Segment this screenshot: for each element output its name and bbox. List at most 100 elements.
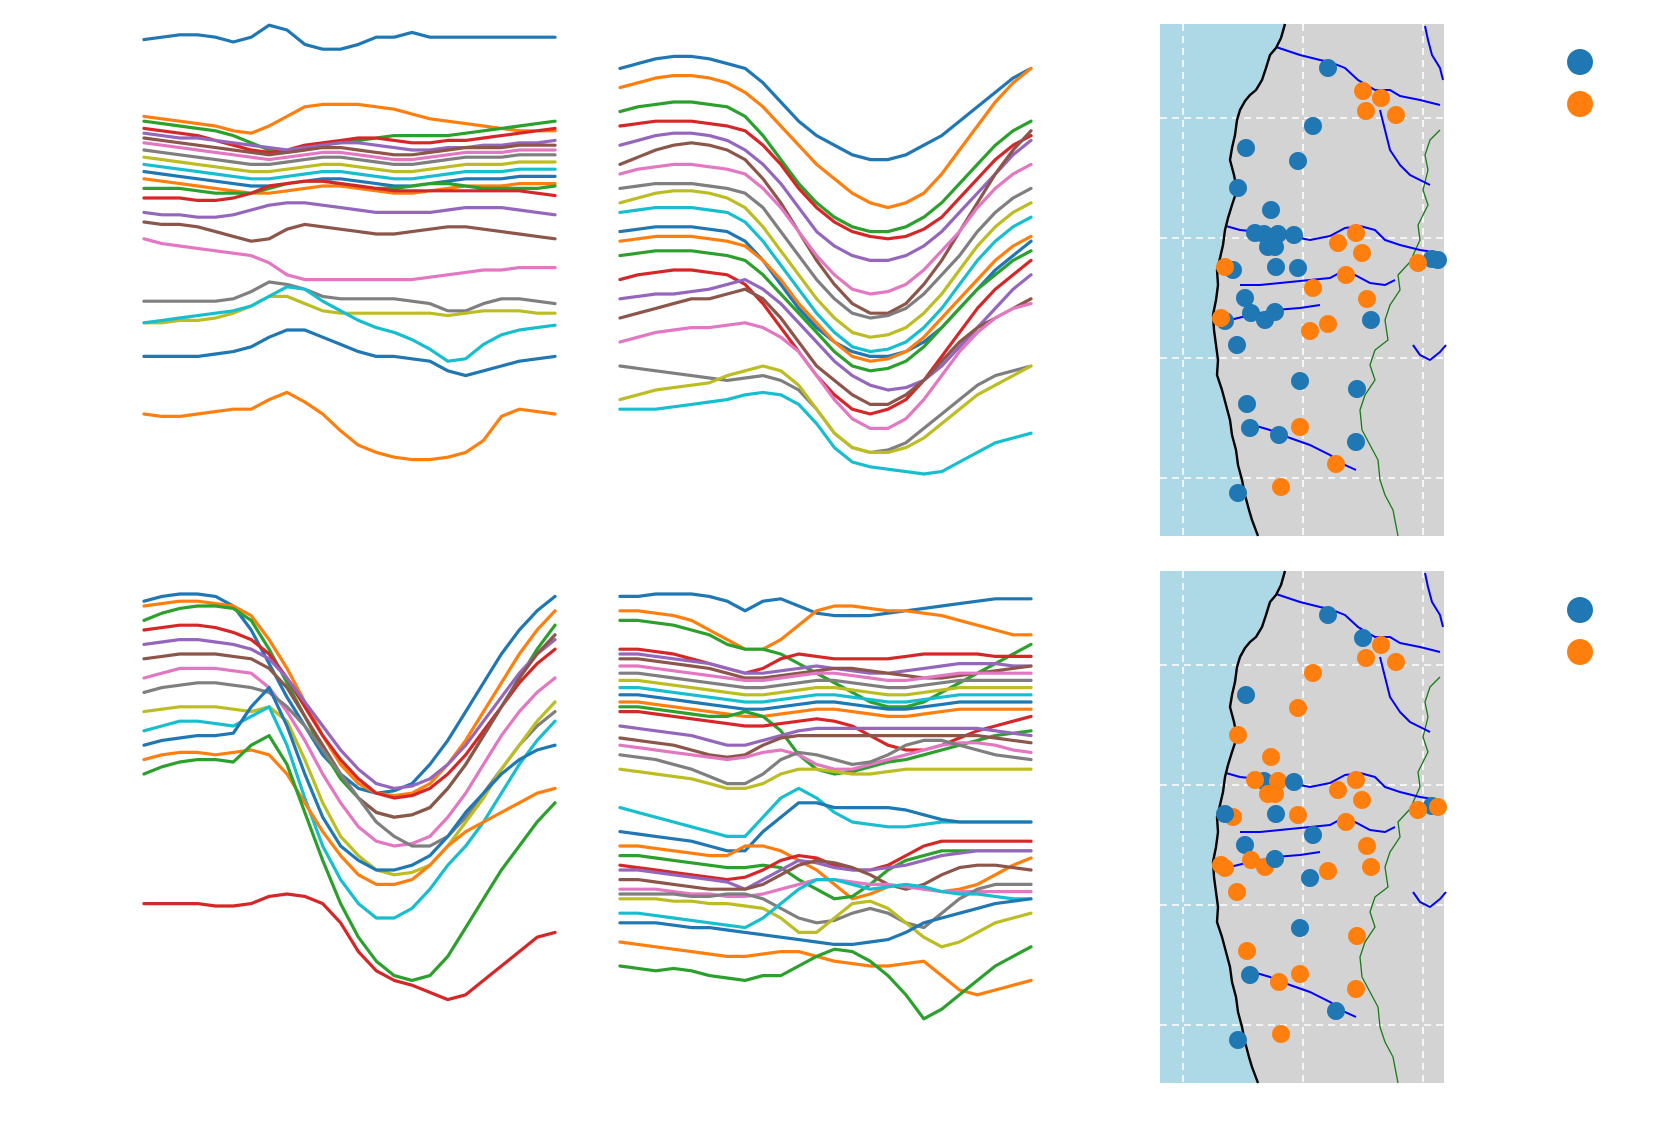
station-marker xyxy=(1212,309,1230,327)
series-line-10 xyxy=(142,685,557,872)
river-1 xyxy=(1424,25,1444,81)
station-marker xyxy=(1358,290,1376,308)
station-marker xyxy=(1353,791,1371,809)
station-marker xyxy=(1229,1031,1247,1049)
station-marker xyxy=(1354,629,1372,647)
map-panel-top xyxy=(1160,23,1447,537)
legend-marker-cluster-a xyxy=(1567,49,1593,75)
legend-marker-cluster-b xyxy=(1567,639,1593,665)
station-marker xyxy=(1267,805,1285,823)
series-line-3 xyxy=(618,647,1033,675)
series-line-17 xyxy=(618,738,1033,786)
station-marker xyxy=(1387,653,1405,671)
series-line-1 xyxy=(142,599,557,798)
series-line-5 xyxy=(618,129,1033,315)
river-6 xyxy=(1412,891,1447,908)
series-line-15 xyxy=(618,733,1033,759)
station-marker xyxy=(1357,102,1375,120)
station-marker xyxy=(1347,224,1365,242)
station-marker xyxy=(1228,336,1246,354)
series-line-24 xyxy=(618,849,1033,891)
station-marker xyxy=(1301,322,1319,340)
station-marker xyxy=(1354,82,1372,100)
station-marker xyxy=(1304,279,1322,297)
series-line-18 xyxy=(618,364,1033,454)
station-marker xyxy=(1327,455,1345,473)
station-marker xyxy=(1347,980,1365,998)
series-line-30 xyxy=(618,897,1033,947)
station-marker xyxy=(1289,699,1307,717)
line-panel-top-middle xyxy=(618,54,1033,476)
station-marker xyxy=(1266,303,1284,321)
station-marker xyxy=(1266,238,1284,256)
series-line-19 xyxy=(618,786,1033,839)
station-marker xyxy=(1319,862,1337,880)
series-line-7 xyxy=(618,182,1033,320)
legend-bottom xyxy=(1567,597,1593,665)
series-line-15 xyxy=(618,287,1033,406)
series-line-13 xyxy=(142,892,557,1002)
series-line-5 xyxy=(142,136,557,157)
series-line-29 xyxy=(618,877,1033,930)
station-marker xyxy=(1319,606,1337,624)
series-line-25 xyxy=(618,858,1033,891)
line-panel-top-left xyxy=(142,23,557,462)
river-2 xyxy=(1379,109,1431,186)
station-marker xyxy=(1242,304,1260,322)
country-border xyxy=(1359,129,1441,537)
station-marker xyxy=(1409,254,1427,272)
series-line-15 xyxy=(142,220,557,243)
sea-area xyxy=(1160,24,1285,536)
series-line-12 xyxy=(142,733,557,983)
station-marker xyxy=(1347,433,1365,451)
line-panel-bottom-left xyxy=(142,592,557,1002)
station-marker xyxy=(1387,106,1405,124)
station-marker xyxy=(1238,942,1256,960)
series-line-6 xyxy=(142,141,557,162)
series-line-4 xyxy=(618,652,1033,675)
station-marker xyxy=(1229,484,1247,502)
station-marker xyxy=(1262,748,1280,766)
station-marker xyxy=(1241,419,1259,437)
series-line-3 xyxy=(618,119,1033,241)
series-line-20 xyxy=(618,801,1033,853)
series-line-3 xyxy=(142,623,557,800)
series-line-7 xyxy=(618,671,1033,690)
river-7 xyxy=(1252,971,1357,1018)
river-0 xyxy=(1275,593,1441,653)
station-marker xyxy=(1337,266,1355,284)
series-line-12 xyxy=(618,249,1033,373)
legend-marker-cluster-a xyxy=(1567,597,1593,623)
series-line-9 xyxy=(142,705,557,920)
station-marker xyxy=(1289,152,1307,170)
series-line-1 xyxy=(618,66,1033,210)
station-marker xyxy=(1238,395,1256,413)
series-line-27 xyxy=(618,882,1033,930)
series-line-1 xyxy=(618,604,1033,651)
station-marker xyxy=(1291,372,1309,390)
station-marker xyxy=(1241,966,1259,984)
station-marker xyxy=(1285,773,1303,791)
river-0 xyxy=(1275,46,1441,106)
station-marker xyxy=(1236,289,1254,307)
series-line-9 xyxy=(142,162,557,181)
series-line-16 xyxy=(618,741,1033,771)
station-marker xyxy=(1237,686,1255,704)
series-line-10 xyxy=(618,693,1033,711)
series-line-8 xyxy=(618,678,1033,697)
station-marker xyxy=(1329,234,1347,252)
series-line-0 xyxy=(618,54,1033,162)
station-marker xyxy=(1236,836,1254,854)
coastline xyxy=(1211,570,1287,1084)
series-line-14 xyxy=(142,201,557,219)
series-line-5 xyxy=(618,657,1033,680)
station-marker xyxy=(1266,850,1284,868)
station-marker xyxy=(1228,883,1246,901)
series-line-17 xyxy=(618,364,1033,454)
series-line-11 xyxy=(618,700,1033,719)
series-line-13 xyxy=(142,179,557,202)
series-line-6 xyxy=(618,162,1033,296)
station-marker xyxy=(1216,258,1234,276)
series-line-10 xyxy=(142,170,557,188)
